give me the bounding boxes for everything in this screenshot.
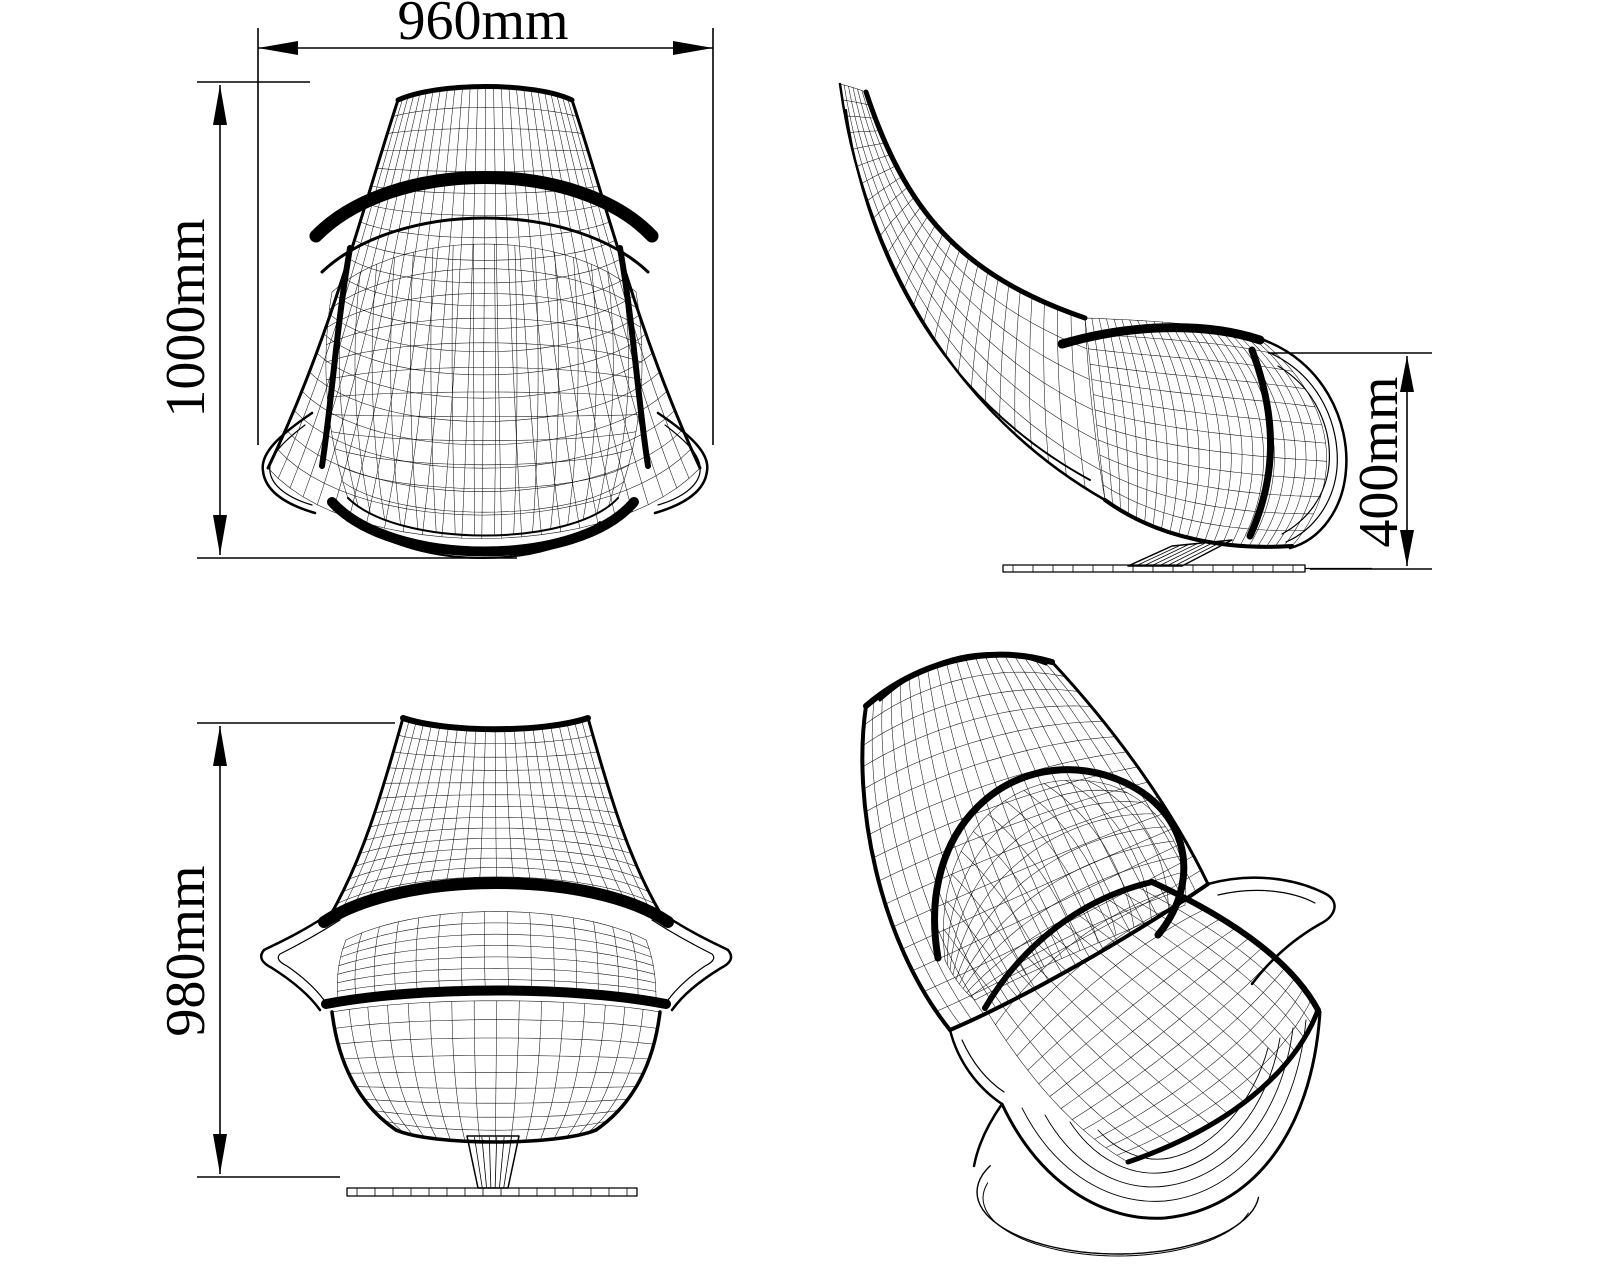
dimension-annotations <box>197 28 1432 1178</box>
dimension-label-front-height: 980mm <box>155 865 217 1037</box>
side-view-wireframe <box>838 82 1372 573</box>
front-top-view-wireframe <box>261 84 709 559</box>
perspective-view-wireframe <box>860 651 1336 1257</box>
dimension-label-top-width: 960mm <box>397 0 569 52</box>
dimension-label-overall-height: 1000mm <box>155 218 217 418</box>
dimension-label-seat-height: 400mm <box>1348 376 1410 548</box>
front-view-wireframe <box>260 715 733 1197</box>
